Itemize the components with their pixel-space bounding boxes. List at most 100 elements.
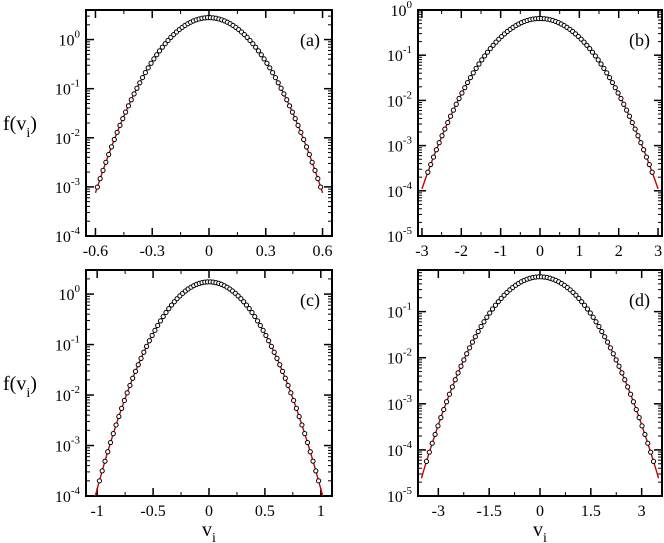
data-point bbox=[464, 351, 470, 357]
y-axis-title: f(vi) bbox=[3, 373, 37, 401]
data-point bbox=[446, 391, 453, 397]
data-point bbox=[458, 363, 464, 369]
data-point bbox=[442, 126, 448, 132]
data-point bbox=[641, 147, 647, 153]
data-point bbox=[282, 375, 288, 381]
data-point bbox=[619, 370, 625, 376]
data-point bbox=[616, 363, 622, 369]
data-point bbox=[111, 136, 117, 143]
data-point bbox=[284, 97, 290, 103]
data-point bbox=[277, 362, 283, 368]
x-tick-label: 1.5 bbox=[581, 503, 601, 520]
data-point bbox=[633, 406, 639, 413]
data-point bbox=[495, 299, 501, 305]
y-tick-label: 10-2 bbox=[55, 384, 80, 405]
data-point bbox=[264, 60, 270, 66]
data-point bbox=[281, 91, 287, 97]
data-point bbox=[487, 310, 493, 316]
data-point bbox=[610, 351, 616, 357]
data-point bbox=[94, 184, 100, 190]
data-point bbox=[253, 44, 259, 50]
data-point bbox=[615, 90, 621, 96]
data-point bbox=[493, 39, 499, 45]
data-point bbox=[450, 107, 456, 113]
data-point bbox=[299, 422, 305, 428]
data-point bbox=[292, 116, 298, 122]
data-point bbox=[604, 70, 610, 76]
data-point bbox=[247, 37, 253, 44]
data-point bbox=[146, 338, 152, 344]
data-point bbox=[159, 44, 165, 50]
data-point bbox=[462, 85, 468, 91]
data-point bbox=[476, 61, 482, 67]
data-point bbox=[117, 122, 123, 128]
panel-d: -3 -1.5 0 1.5 3 10-1 10-2 10-3 10-4 10-5 (d) vi bbox=[387, 269, 663, 543]
x-tick-label: 0.3 bbox=[256, 243, 276, 260]
data-point bbox=[125, 103, 132, 109]
data-point bbox=[127, 382, 133, 389]
panel-label: (d) bbox=[629, 290, 650, 311]
data-point bbox=[590, 314, 596, 320]
data-point bbox=[271, 349, 277, 355]
data-point bbox=[618, 95, 624, 102]
data-point bbox=[449, 384, 455, 390]
data-point bbox=[635, 133, 641, 139]
data-point bbox=[453, 101, 459, 107]
x-tick-label: 1 bbox=[575, 243, 583, 260]
data-point bbox=[110, 431, 116, 437]
panel-a: -0.6 -0.3 0 0.3 0.6 100 10-1 10-2 10-3 10-4 (a) f(v… bbox=[3, 9, 333, 260]
data-point bbox=[100, 167, 106, 173]
data-point bbox=[139, 74, 146, 81]
y-tick-label: 10-3 bbox=[55, 176, 81, 197]
data-point bbox=[426, 449, 432, 455]
data-point bbox=[315, 478, 322, 484]
data-point bbox=[581, 39, 587, 45]
data-point bbox=[151, 56, 157, 62]
data-point bbox=[160, 313, 166, 320]
data-point bbox=[312, 167, 318, 173]
y-tick-label: 10-1 bbox=[55, 334, 80, 355]
data-point bbox=[598, 61, 604, 67]
data-point bbox=[573, 292, 579, 298]
x-tick-label: -1 bbox=[91, 503, 104, 520]
data-point bbox=[315, 176, 321, 182]
data-point bbox=[639, 423, 645, 429]
data-point bbox=[238, 296, 244, 302]
data-point bbox=[254, 318, 261, 324]
data-point bbox=[487, 46, 493, 52]
data-point bbox=[464, 79, 471, 86]
y-tick-label: 10-2 bbox=[387, 347, 412, 368]
data-point bbox=[432, 431, 438, 438]
data-point bbox=[447, 113, 454, 119]
x-tick-label: 0 bbox=[536, 243, 544, 260]
data-point bbox=[123, 109, 129, 115]
data-point bbox=[461, 357, 467, 363]
data-point bbox=[269, 69, 276, 76]
y-tick-label: 100 bbox=[59, 29, 81, 50]
panel-c: -1 -0.5 0 0.5 1 100 10-1 10-2 10-3 10-4 (c) f(vi) vi bbox=[3, 269, 333, 543]
data-point bbox=[581, 302, 588, 308]
data-point bbox=[593, 319, 599, 325]
plot-frame bbox=[85, 269, 333, 497]
data-point bbox=[309, 159, 315, 165]
x-axis-title: vi bbox=[533, 519, 547, 543]
data-point bbox=[132, 368, 139, 374]
data-point bbox=[649, 169, 655, 175]
data-point bbox=[622, 377, 628, 383]
data-point bbox=[612, 85, 618, 91]
data-point bbox=[430, 154, 437, 160]
data-point bbox=[157, 318, 164, 324]
data-point bbox=[293, 405, 299, 411]
data-point bbox=[638, 140, 644, 146]
data-point bbox=[106, 151, 112, 158]
data-point bbox=[289, 109, 295, 115]
data-point bbox=[306, 151, 312, 158]
data-point bbox=[155, 322, 161, 329]
plot-frame bbox=[417, 9, 663, 237]
data-point bbox=[469, 339, 476, 345]
data-point bbox=[113, 422, 119, 428]
y-axis-title: f(vi) bbox=[3, 113, 37, 141]
y-tick-label: 10-4 bbox=[55, 225, 81, 246]
fit-curve bbox=[94, 281, 324, 496]
